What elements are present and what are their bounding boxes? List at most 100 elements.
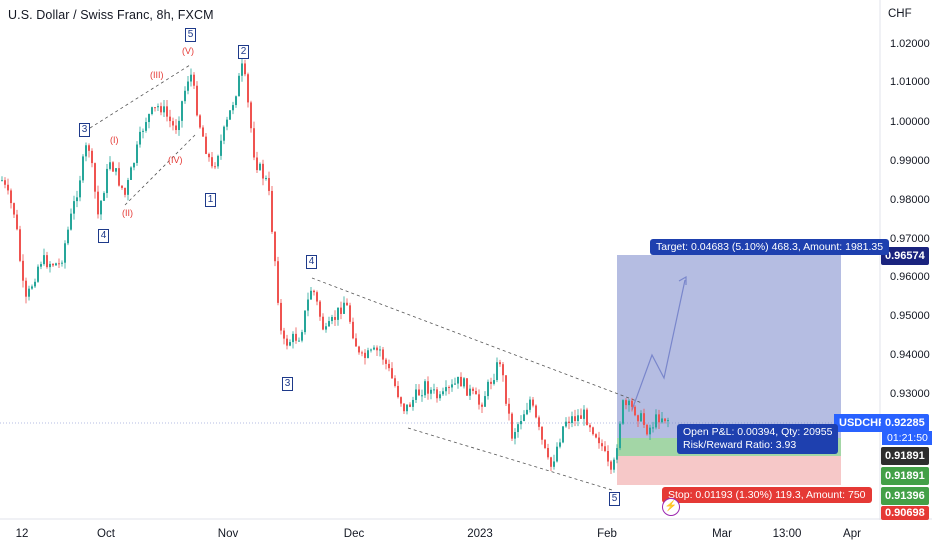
candle-body [598, 437, 600, 444]
time-tick: 12 [15, 528, 29, 540]
candle-body [604, 446, 606, 452]
wave-roman-label[interactable]: (IV) [168, 155, 183, 165]
candle-body [64, 243, 66, 263]
candle-body [433, 389, 435, 391]
symbol-tag: USDCHF [834, 414, 890, 432]
channel-upper-line[interactable] [311, 277, 643, 404]
candle-body [106, 168, 108, 194]
candle-body [658, 414, 660, 423]
candle-body [472, 388, 474, 391]
candle-body [541, 426, 543, 440]
wave-label[interactable]: 3 [79, 123, 90, 137]
candle-body [508, 403, 510, 414]
candle-body [337, 307, 339, 320]
candles [1, 58, 669, 475]
candle-body [196, 85, 198, 116]
candle-body [82, 156, 84, 181]
candle-body [532, 399, 534, 406]
wave-label[interactable]: 5 [185, 28, 196, 42]
candle-body [394, 378, 396, 386]
candle-body [313, 290, 315, 293]
candle-body [559, 442, 561, 447]
stop-zone[interactable] [617, 456, 841, 485]
candle-body [49, 263, 51, 268]
stop-price-tag: 0.90698 [881, 506, 929, 520]
price-tick: 0.98000 [890, 194, 930, 206]
candle-body [184, 90, 186, 102]
target-price-tag: 0.96574 [881, 247, 929, 265]
candle-body [211, 157, 213, 167]
price-tick: 0.93000 [890, 388, 930, 400]
wave-roman-label[interactable]: (II) [122, 208, 133, 218]
candle-body [397, 385, 399, 398]
wave-label[interactable]: 5 [609, 492, 620, 506]
candle-body [16, 214, 18, 230]
candle-body [166, 106, 168, 117]
wave-label[interactable]: 1 [205, 193, 216, 207]
candle-body [502, 364, 504, 376]
candle-body [352, 321, 354, 339]
candle-body [589, 425, 591, 428]
candle-body [163, 106, 165, 113]
channel-lower-line[interactable] [407, 427, 613, 491]
candle-body [526, 409, 528, 415]
candle-body [424, 381, 426, 396]
candle-body [535, 405, 537, 418]
target-label[interactable]: Target: 0.04683 (5.10%) 468.3, Amount: 1… [650, 239, 890, 255]
pnl-label[interactable]: Open P&L: 0.00394, Qty: 20955 Risk/Rewar… [677, 424, 839, 454]
tradingview-flash-icon[interactable]: ⚡ [662, 498, 680, 516]
candle-body [421, 395, 423, 397]
candle-body [322, 316, 324, 330]
candle-body [283, 330, 285, 339]
wave-roman-label[interactable]: (I) [110, 135, 119, 145]
candle-body [7, 184, 9, 191]
wave-roman-label[interactable]: (V) [182, 46, 194, 56]
projection-path[interactable] [631, 279, 686, 411]
candle-body [388, 363, 390, 369]
candle-body [409, 404, 411, 407]
wave-label[interactable]: 4 [98, 229, 109, 243]
symbol-title[interactable]: U.S. Dollar / Swiss Franc, 8h, FXCM [8, 8, 214, 22]
candle-body [610, 461, 612, 470]
candle-body [316, 292, 318, 302]
candle-body [664, 418, 666, 422]
risk-reward-text: Risk/Reward Ratio: 3.93 [683, 439, 797, 451]
candle-body [139, 131, 141, 145]
wave-label[interactable]: 4 [306, 255, 317, 269]
candle-body [616, 448, 618, 460]
candle-body [148, 114, 150, 123]
wedge-upper-line[interactable] [89, 64, 191, 129]
candle-body [373, 347, 375, 350]
candle-body [406, 404, 408, 412]
candle-body [118, 168, 120, 186]
candle-body [595, 434, 597, 438]
candle-body [568, 421, 570, 424]
candle-body [112, 162, 114, 172]
candle-body [268, 178, 270, 191]
candle-body [574, 416, 576, 422]
time-tick: Mar [712, 528, 732, 540]
candle-body [136, 144, 138, 163]
candle-body [637, 415, 639, 422]
wave-roman-label[interactable]: (III) [150, 70, 164, 80]
candle-body [73, 201, 75, 214]
candle-body [454, 383, 456, 385]
candle-body [67, 229, 69, 244]
stop-label[interactable]: Stop: 0.01193 (1.30%) 119.3, Amount: 750 [662, 487, 872, 503]
candle-body [466, 378, 468, 396]
candle-body [280, 302, 282, 331]
wave-label[interactable]: 3 [282, 377, 293, 391]
candle-body [226, 119, 228, 127]
candle-body [145, 122, 147, 131]
wave-label[interactable]: 2 [238, 45, 249, 59]
candle-body [520, 421, 522, 425]
wedge-lower-line[interactable] [124, 134, 196, 206]
candle-body [220, 140, 222, 156]
price-tick: 1.02000 [890, 38, 930, 50]
target-zone[interactable] [617, 255, 841, 438]
candle-body [193, 74, 195, 86]
candle-body [127, 179, 129, 195]
candle-body [367, 350, 369, 358]
